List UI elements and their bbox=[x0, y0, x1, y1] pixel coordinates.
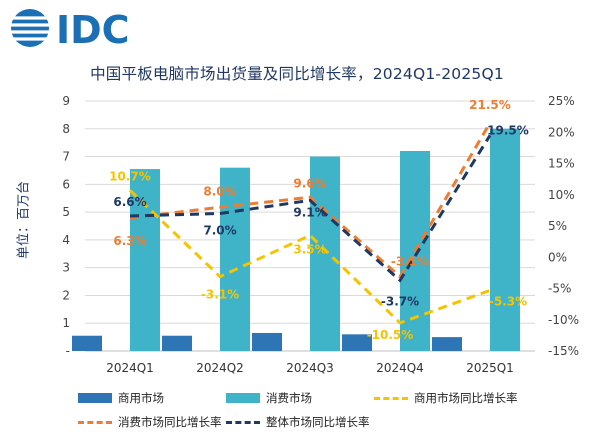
x-tick-label: 2025Q1 bbox=[466, 361, 514, 375]
legend-item: 商用市场同比增长率 bbox=[374, 390, 518, 406]
y-left-tick-label: 7 bbox=[62, 150, 70, 164]
legend-swatch bbox=[226, 420, 260, 424]
y-right-tick-label: 20% bbox=[548, 125, 575, 139]
data-label: 8.0% bbox=[203, 184, 236, 198]
y-left-tick-label: 3 bbox=[62, 261, 70, 275]
data-label: 9.1% bbox=[293, 205, 326, 219]
legend-label: 商用市场同比增长率 bbox=[414, 391, 518, 405]
logo-text: IDC bbox=[56, 8, 130, 50]
bar-consumer bbox=[130, 169, 160, 351]
idc-logo: IDC bbox=[11, 8, 130, 50]
data-label: -3.1% bbox=[201, 288, 239, 302]
y-left-tick-label: 6 bbox=[62, 177, 70, 191]
legend-swatch bbox=[78, 420, 112, 424]
legend-swatch bbox=[226, 393, 260, 403]
legend-item: 商用市场 bbox=[78, 390, 164, 406]
y-right-tick-label: 25% bbox=[548, 94, 575, 108]
y-right-tick-label: 0% bbox=[548, 250, 567, 264]
y-left-tick-label: 9 bbox=[62, 94, 70, 108]
data-label: 6.6% bbox=[113, 195, 146, 209]
x-tick-label: 2024Q4 bbox=[376, 361, 424, 375]
data-label: -3.7% bbox=[381, 294, 419, 308]
data-label: 10.7% bbox=[109, 169, 151, 183]
bar-consumer bbox=[220, 167, 250, 351]
data-label: 7.0% bbox=[203, 224, 236, 238]
legend-swatch bbox=[374, 396, 408, 400]
y-right-tick-label: -5% bbox=[548, 282, 571, 296]
consumer-growth-line bbox=[129, 122, 492, 279]
overall-growth-line bbox=[129, 134, 492, 283]
y-right-tick-label: -10% bbox=[548, 313, 579, 327]
y-right-tick-label: 10% bbox=[548, 188, 575, 202]
globe-icon bbox=[11, 9, 49, 47]
legend-swatch bbox=[78, 393, 112, 403]
legend-label: 商用市场 bbox=[118, 391, 164, 405]
bar-commercial bbox=[342, 334, 372, 351]
bar-commercial bbox=[432, 337, 462, 351]
x-tick-label: 2024Q2 bbox=[196, 361, 244, 375]
legend-item: 消费市场 bbox=[226, 390, 312, 406]
bar-commercial bbox=[162, 335, 192, 351]
y-left-tick-label: 4 bbox=[62, 233, 70, 247]
bar-commercial bbox=[72, 335, 102, 351]
legend-label: 消费市场 bbox=[266, 391, 312, 405]
bar-consumer bbox=[310, 156, 340, 351]
legend-label: 整体市场同比增长率 bbox=[266, 415, 370, 429]
bar-consumer bbox=[490, 128, 520, 351]
x-tick-label: 2024Q3 bbox=[286, 361, 334, 375]
data-label: -5.3% bbox=[489, 294, 527, 308]
y-left-tick-label: 5 bbox=[62, 205, 70, 219]
legend-item: 整体市场同比增长率 bbox=[226, 414, 370, 430]
y-right-tick-label: -15% bbox=[548, 344, 579, 358]
y-left-tick-label: - bbox=[66, 344, 70, 358]
data-label: 21.5% bbox=[469, 98, 511, 112]
y-left-tick-label: 2 bbox=[62, 288, 70, 302]
data-label: -3.1% bbox=[391, 255, 429, 269]
commercial-growth-line bbox=[128, 189, 491, 325]
data-label: 3.5% bbox=[293, 242, 326, 256]
bar-commercial bbox=[252, 332, 282, 351]
x-tick-label: 2024Q1 bbox=[106, 361, 154, 375]
data-label: 6.3% bbox=[113, 234, 146, 248]
y-left-tick-label: 1 bbox=[62, 316, 70, 330]
y-left-tick-label: 8 bbox=[62, 122, 70, 136]
chart-title: 中国平板电脑市场出货量及同比增长率，2024Q1-2025Q1 bbox=[90, 65, 504, 83]
data-label: 9.6% bbox=[293, 176, 326, 190]
data-label: 19.5% bbox=[487, 123, 529, 137]
legend-item: 消费市场同比增长率 bbox=[78, 414, 222, 430]
y-right-tick-label: 5% bbox=[548, 219, 567, 233]
legend-label: 消费市场同比增长率 bbox=[118, 415, 222, 429]
y-right-tick-label: 15% bbox=[548, 157, 575, 171]
data-label: -10.5% bbox=[367, 328, 414, 342]
